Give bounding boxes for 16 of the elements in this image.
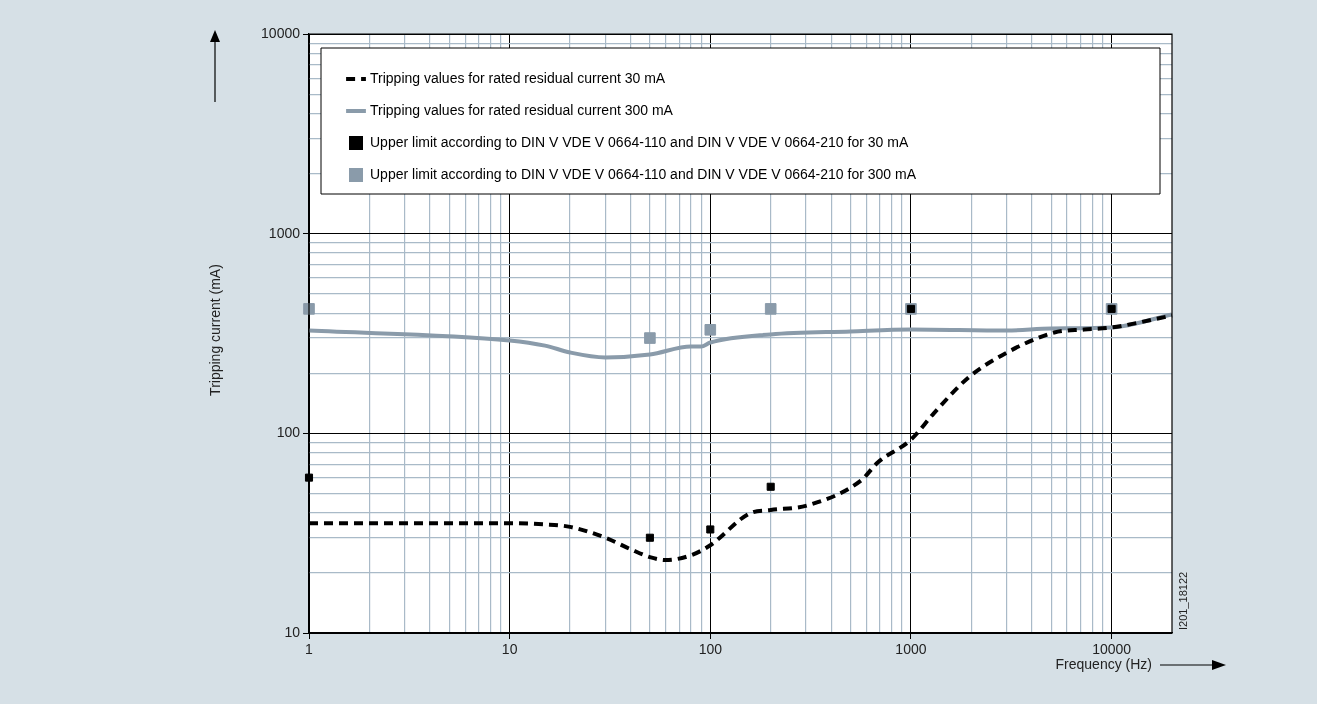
legend-label: Upper limit according to DIN V VDE V 0664-110 and DIN V VDE V 0664-210 for 300 mA xyxy=(370,165,917,182)
x-tick-label: 1000 xyxy=(895,641,927,658)
y-tick-label: 10 xyxy=(284,623,301,640)
y-axis-title: Tripping current (mA) xyxy=(206,264,223,396)
legend-label: Tripping values for rated residual current 300 mA xyxy=(370,101,674,118)
legend-label: Upper limit according to DIN V VDE V 0664-110 and DIN V VDE V 0664-210 for 30 mA xyxy=(370,133,909,150)
y-tick-label: 10000 xyxy=(261,24,301,41)
x-tick-label: 10 xyxy=(501,641,518,658)
x-axis-title: Frequency (Hz) xyxy=(1055,655,1152,672)
x-tick-label: 10000 xyxy=(1092,641,1132,658)
y-tick-label: 1000 xyxy=(268,224,301,241)
y-tick-label: 100 xyxy=(276,424,301,441)
x-tick-label: 100 xyxy=(698,641,723,658)
legend-label: Tripping values for rated residual current 30 mA xyxy=(370,69,666,86)
x-tick-label: 1 xyxy=(305,641,314,658)
text: I201_18122 xyxy=(1177,571,1190,630)
